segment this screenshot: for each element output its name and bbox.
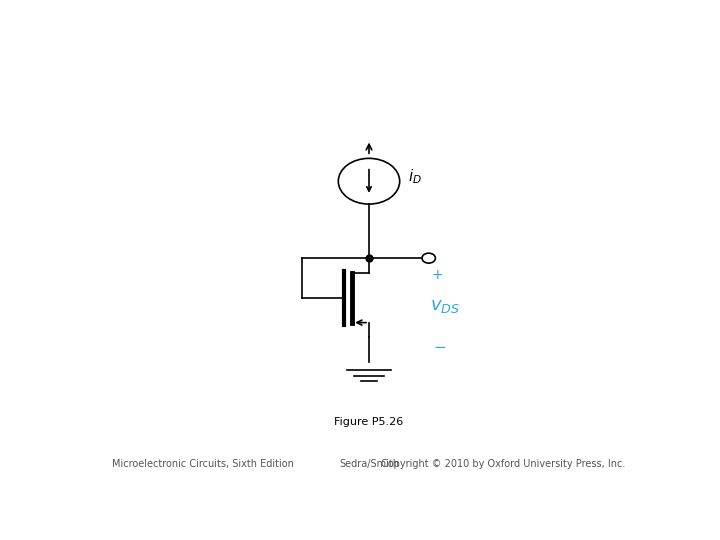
Text: Figure P5.26: Figure P5.26: [334, 417, 404, 427]
Text: −: −: [433, 340, 446, 355]
Text: Microelectronic Circuits, Sixth Edition: Microelectronic Circuits, Sixth Edition: [112, 459, 294, 469]
Text: Copyright © 2010 by Oxford University Press, Inc.: Copyright © 2010 by Oxford University Pr…: [382, 459, 626, 469]
Text: +: +: [431, 268, 443, 282]
Text: $v_{DS}$: $v_{DS}$: [431, 297, 460, 315]
Text: Sedra/Smith: Sedra/Smith: [339, 459, 399, 469]
Text: $i_D$: $i_D$: [408, 168, 422, 186]
